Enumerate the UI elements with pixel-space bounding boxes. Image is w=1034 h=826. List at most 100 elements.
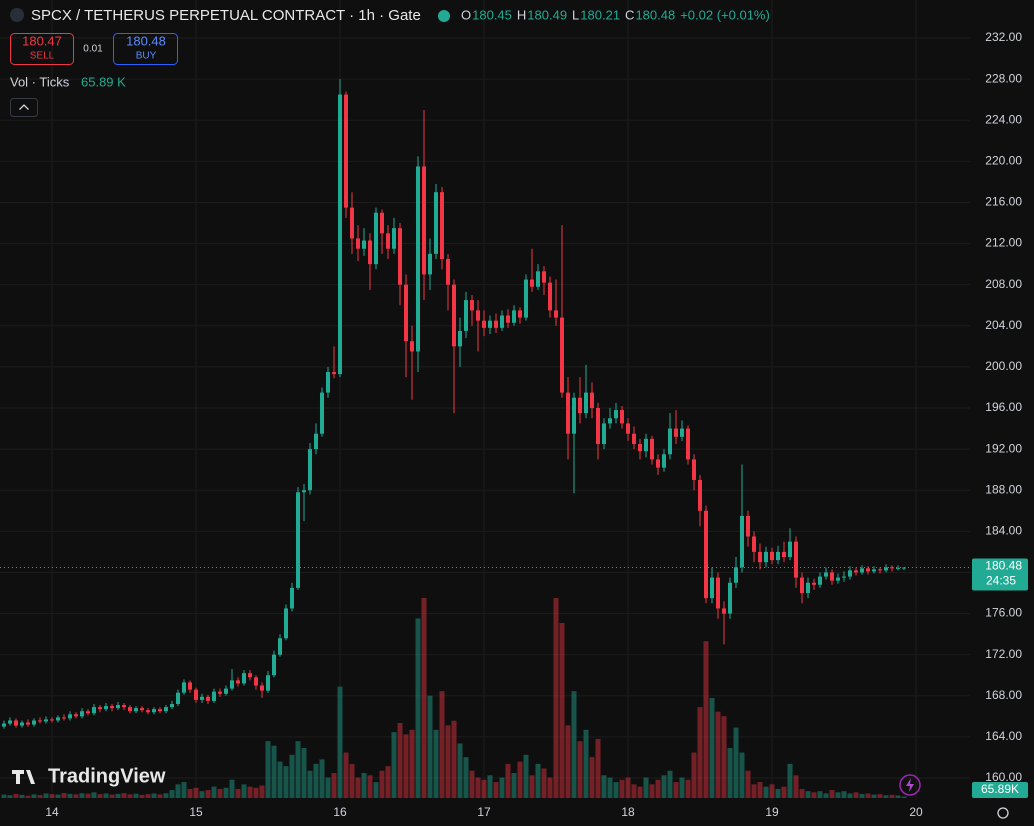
ohlc-value: 180.48 <box>635 7 675 22</box>
volume-bar <box>169 790 175 798</box>
candle-body <box>50 719 54 721</box>
y-tick-label: 196.00 <box>985 400 1022 414</box>
y-tick-label: 204.00 <box>985 318 1022 332</box>
candle-body <box>446 258 450 285</box>
candle-body <box>710 577 714 599</box>
candle-body <box>56 717 60 721</box>
volume-bar <box>121 793 127 798</box>
candle-body <box>578 397 582 414</box>
volume-bar <box>475 777 481 798</box>
candle-body <box>86 711 90 714</box>
x-tick-label: 20 <box>909 805 923 819</box>
countdown: 24:35 <box>986 574 1016 588</box>
candle-body <box>140 708 144 711</box>
candle-body <box>818 576 822 585</box>
volume-bar <box>409 729 415 798</box>
volume-bar <box>655 779 661 798</box>
buy-button[interactable] <box>113 33 178 65</box>
candle-body <box>416 166 420 352</box>
volume-bar <box>703 641 709 798</box>
settings-button[interactable] <box>997 807 1009 819</box>
sell-button[interactable] <box>10 33 74 65</box>
candle-body <box>584 392 588 414</box>
buy-price: 180.48 <box>126 33 166 48</box>
volume-bar <box>289 754 295 798</box>
candle-body <box>62 717 66 719</box>
candle-body <box>872 569 876 572</box>
candle-body <box>296 492 300 588</box>
candle-body <box>314 433 318 450</box>
volume-bar <box>73 794 79 798</box>
volume-bar <box>571 691 577 798</box>
candle-body <box>230 680 234 689</box>
collapse-button[interactable] <box>10 98 38 117</box>
candle-body <box>470 300 474 311</box>
candle-body <box>854 570 858 573</box>
volume-bar <box>25 795 31 798</box>
volume-bar <box>319 759 325 798</box>
last-price-badge <box>972 558 1028 591</box>
volume-bar <box>481 779 487 798</box>
ohlc-key: O <box>461 7 471 22</box>
candle-body <box>560 317 564 393</box>
candle-body <box>758 551 762 563</box>
candle-body <box>464 300 468 331</box>
y-tick-label: 220.00 <box>985 154 1022 168</box>
candle-body <box>698 479 702 511</box>
ohlc-key: C <box>625 7 634 22</box>
candle-body <box>398 228 402 285</box>
volume-bar <box>865 793 871 798</box>
symbol-title[interactable]: SPCX / TETHERUS PERPETUAL CONTRACT · 1h … <box>31 7 421 24</box>
volume-bar <box>799 788 805 798</box>
volume-bar <box>331 773 337 798</box>
volume-bar <box>781 786 787 798</box>
market-status <box>438 10 450 22</box>
volume-bar <box>265 741 271 798</box>
y-tick-label: 192.00 <box>985 441 1022 455</box>
candle-body <box>596 408 600 444</box>
volume-bar <box>451 720 457 798</box>
candle-body <box>764 551 768 563</box>
volume-bar <box>223 787 229 798</box>
y-tick-label: 232.00 <box>985 30 1022 44</box>
candle-body <box>308 449 312 491</box>
candle-body <box>158 709 162 712</box>
candle-body <box>260 685 264 691</box>
candle-body <box>494 320 498 328</box>
candle-body <box>512 310 516 323</box>
candle-body <box>626 423 630 434</box>
candle-body <box>194 689 198 700</box>
volume-bar <box>271 745 277 798</box>
candle-body <box>278 638 282 655</box>
candle-body <box>284 608 288 639</box>
volume-bar <box>829 790 835 798</box>
candle-body <box>170 704 174 708</box>
volume-bar <box>349 763 355 798</box>
alert-button[interactable] <box>899 774 921 796</box>
volume-bar <box>235 788 241 798</box>
volume-bar <box>667 770 673 798</box>
volume-bar <box>55 794 61 798</box>
volume-bar <box>835 792 841 798</box>
candle-body <box>242 673 246 684</box>
candle-body <box>800 577 804 594</box>
volume-bar <box>403 734 409 798</box>
volume-bar <box>385 766 391 798</box>
volume-bar <box>697 707 703 798</box>
volume-bar <box>763 786 769 798</box>
volume-bar <box>175 784 181 798</box>
candle-body <box>224 688 228 694</box>
volume-bar <box>859 793 865 798</box>
candle-body <box>554 310 558 318</box>
volume-bar <box>505 763 511 798</box>
ohlc-value: 180.45 <box>472 7 512 22</box>
y-tick-label: 164.00 <box>985 729 1022 743</box>
volume-bar <box>901 796 907 798</box>
volume-bar <box>277 761 283 798</box>
candle-body <box>368 240 372 265</box>
volume-bar <box>691 752 697 798</box>
volume-bar <box>727 748 733 798</box>
volume-bar <box>487 775 493 798</box>
candle-body <box>620 410 624 424</box>
